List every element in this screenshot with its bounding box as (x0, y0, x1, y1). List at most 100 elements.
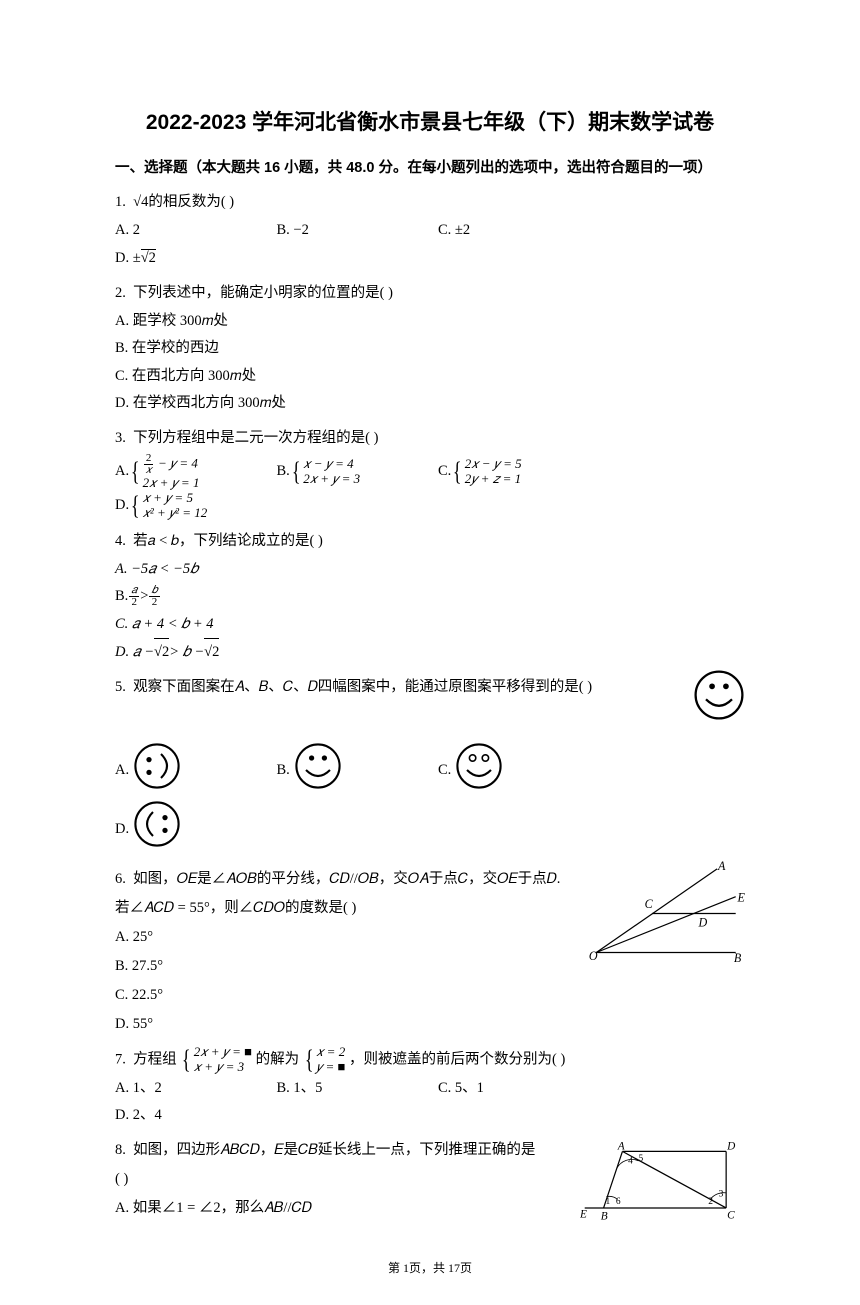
svg-text:E: E (737, 890, 745, 904)
q3-B-row2: 2𝑥 + 𝑦 = 3 (303, 472, 360, 487)
q4-D-root2: √2 (204, 638, 219, 667)
q7-text-a: 方程组 (133, 1051, 177, 1067)
q2-choice-D: D. 在学校西北方向 300𝑚处 (115, 390, 430, 418)
q5-choice-A: A. (115, 742, 273, 801)
question-5: 5. 观察下面图案在𝐴、𝐵、𝐶、𝐷四幅图案中，能通过原图案平移得到的是( ) A… (115, 673, 745, 859)
q3-D-row2: 𝑥² + 𝑦² = 12 (143, 506, 208, 521)
q7-sys2-r1: 𝑥 = 2 (316, 1045, 345, 1060)
q5-text: 观察下面图案在𝐴、𝐵、𝐶、𝐷四幅图案中，能通过原图案平移得到的是( ) (133, 679, 592, 695)
q3-B-row1: 𝑥 − 𝑦 = 4 (303, 457, 360, 472)
svg-text:A: A (717, 859, 726, 873)
q2-text: 下列表述中，能确定小明家的位置的是( ) (133, 285, 393, 301)
q8-text-a: 如图，四边形𝐴𝐵𝐶𝐷，𝐸是𝐶𝐵延长线上一点，下列推理正确的是 (133, 1142, 535, 1158)
svg-text:5: 5 (638, 1154, 643, 1164)
question-7: 7. 方程组 { 2𝑥 + 𝑦 = ■ 𝑥 + 𝑦 = 3 的解为 { 𝑥 = … (115, 1045, 745, 1130)
q6-figure-icon: O B A E C D (587, 859, 745, 978)
q7-choice-B: B. 1、5 (277, 1075, 435, 1103)
question-8: A D E B C 4 5 1 6 2 3 8. 如图，四边形𝐴𝐵𝐶𝐷，𝐸是𝐶𝐵… (115, 1136, 745, 1236)
q7-sys1-r1: 2𝑥 + 𝑦 = ■ (194, 1045, 252, 1060)
q4-choice-C: C. 𝑎 + 4 < 𝑏 + 4 (115, 611, 430, 639)
root-4: √4 (133, 194, 148, 210)
q4-D-root1: √2 (154, 638, 169, 667)
q7-text-c: ，则被遮盖的前后两个数分别为( ) (349, 1051, 565, 1067)
q3-C-row1: 2𝑥 − 𝑦 = 5 (465, 457, 522, 472)
question-1: 1. √4的相反数为( ) A. 2 B. −2 C. ±2 D. ± √2 (115, 188, 745, 272)
page-title: 2022-2023 学年河北省衡水市景县七年级（下）期末数学试卷 (115, 103, 745, 143)
q3-C-row2: 2𝑦 + 𝑧 = 1 (465, 472, 522, 487)
q2-choice-A: A. 距学校 300𝑚处 (115, 308, 430, 336)
q1-text: 的相反数为( ) (148, 194, 234, 210)
q3-A-label: A. (115, 458, 129, 486)
q5-original-face-icon (693, 669, 745, 732)
svg-text:3: 3 (719, 1189, 724, 1199)
q6-choice-C: C. 22.5° (115, 981, 745, 1010)
q4-B-gt: > (140, 583, 148, 611)
q3-A-row1: 2𝑥 − 𝑦 = 4 (143, 453, 200, 476)
question-4: 4. 若𝑎 < 𝑏，下列结论成立的是( ) A. −5𝑎 < −5𝑏 B. 𝑎2… (115, 527, 745, 667)
q4-choice-B: B. 𝑎2 > 𝑏2 (115, 583, 430, 611)
exam-page: 2022-2023 学年河北省衡水市景县七年级（下）期末数学试卷 一、选择题（本… (0, 0, 860, 1305)
q7-num: 7. (115, 1051, 126, 1067)
q1-num: 1. (115, 194, 126, 210)
q8-num: 8. (115, 1142, 126, 1158)
q3-choice-A: A. { 2𝑥 − 𝑦 = 4 2𝑥 + 𝑦 = 1 (115, 453, 273, 491)
q3-B-label: B. (277, 458, 290, 486)
q4-choice-A: A. −5𝑎 < −5𝑏 (115, 556, 430, 584)
svg-text:4: 4 (628, 1156, 633, 1166)
q6-num: 6. (115, 871, 126, 887)
q2-num: 2. (115, 285, 126, 301)
q5-A-label: A. (115, 757, 129, 785)
q4-D-mid: > 𝑏 − (169, 639, 204, 667)
question-2: 2. 下列表述中，能确定小明家的位置的是( ) A. 距学校 300𝑚处 B. … (115, 279, 745, 418)
q7-choice-C: C. 5、1 (438, 1075, 596, 1103)
q8-figure-icon: A D E B C 4 5 1 6 2 3 (580, 1140, 745, 1236)
q6-choice-D: D. 55° (115, 1010, 745, 1039)
q6-text-a: 如图，𝑂𝐸是∠𝐴𝑂𝐵的平分线，𝐶𝐷//𝑂𝐵，交𝑂𝐴于点𝐶，交𝑂𝐸于点𝐷. (133, 871, 560, 887)
q5-C-label: C. (438, 757, 451, 785)
q3-D-row1: 𝑥 + 𝑦 = 5 (143, 491, 208, 506)
q3-text: 下列方程组中是二元一次方程组的是( ) (133, 430, 378, 446)
q4-choice-D: D. 𝑎 − √2 > 𝑏 − √2 (115, 638, 430, 667)
q5-B-label: B. (277, 757, 290, 785)
q7-choice-D: D. 2、4 (115, 1102, 273, 1130)
smiley-normal-icon (294, 742, 342, 801)
section-heading: 一、选择题（本大题共 16 小题，共 48.0 分。在每小题列出的选项中，选出符… (115, 155, 745, 183)
svg-text:1: 1 (605, 1197, 610, 1207)
q4-text: 若𝑎 < 𝑏，下列结论成立的是( ) (133, 533, 323, 549)
q3-D-label: D. (115, 492, 129, 520)
svg-text:D: D (726, 1140, 735, 1152)
question-3: 3. 下列方程组中是二元一次方程组的是( ) A. { 2𝑥 − 𝑦 = 4 2… (115, 424, 745, 521)
q5-choice-B: B. (277, 742, 435, 801)
q3-C-label: C. (438, 458, 451, 486)
q5-D-label: D. (115, 816, 129, 844)
svg-text:A: A (617, 1140, 625, 1152)
q7-sys2-r2: 𝑦 = ■ (316, 1060, 345, 1075)
q1-D-pre: D. ± (115, 245, 141, 273)
q3-choice-C: C. { 2𝑥 − 𝑦 = 5 2𝑦 + 𝑧 = 1 (438, 457, 596, 487)
q3-num: 3. (115, 430, 126, 446)
q3-choice-B: B. { 𝑥 − 𝑦 = 4 2𝑥 + 𝑦 = 3 (277, 457, 435, 487)
q1-choice-C: C. ±2 (438, 217, 596, 245)
q7-sys1-r2: 𝑥 + 𝑦 = 3 (194, 1060, 252, 1075)
smiley-rotated-ccw-icon (133, 742, 181, 801)
q1-choice-A: A. 2 (115, 217, 273, 245)
q4-D-pre: D. 𝑎 − (115, 639, 154, 667)
q3-A-r1a: − 𝑦 = 4 (155, 455, 198, 470)
smiley-rotated-cw-icon (133, 800, 181, 859)
q4-num: 4. (115, 533, 126, 549)
svg-text:D: D (698, 915, 708, 929)
svg-text:B: B (601, 1210, 608, 1222)
q5-num: 5. (115, 679, 126, 695)
q1-D-root: √2 (141, 249, 156, 266)
q2-choice-C: C. 在西北方向 300𝑚处 (115, 363, 430, 391)
svg-text:B: B (734, 951, 742, 965)
smiley-hollow-eyes-icon (455, 742, 503, 801)
page-footer: 第 1页，共 17页 (115, 1257, 745, 1280)
q3-choice-D: D. { 𝑥 + 𝑦 = 5 𝑥² + 𝑦² = 12 (115, 491, 273, 521)
q7-choice-A: A. 1、2 (115, 1075, 273, 1103)
q3-A-row2: 2𝑥 + 𝑦 = 1 (143, 476, 200, 491)
q4-B-pre: B. (115, 583, 128, 611)
q5-choice-C: C. (438, 742, 596, 801)
svg-text:E: E (580, 1208, 587, 1220)
q5-choice-D: D. (115, 800, 273, 859)
